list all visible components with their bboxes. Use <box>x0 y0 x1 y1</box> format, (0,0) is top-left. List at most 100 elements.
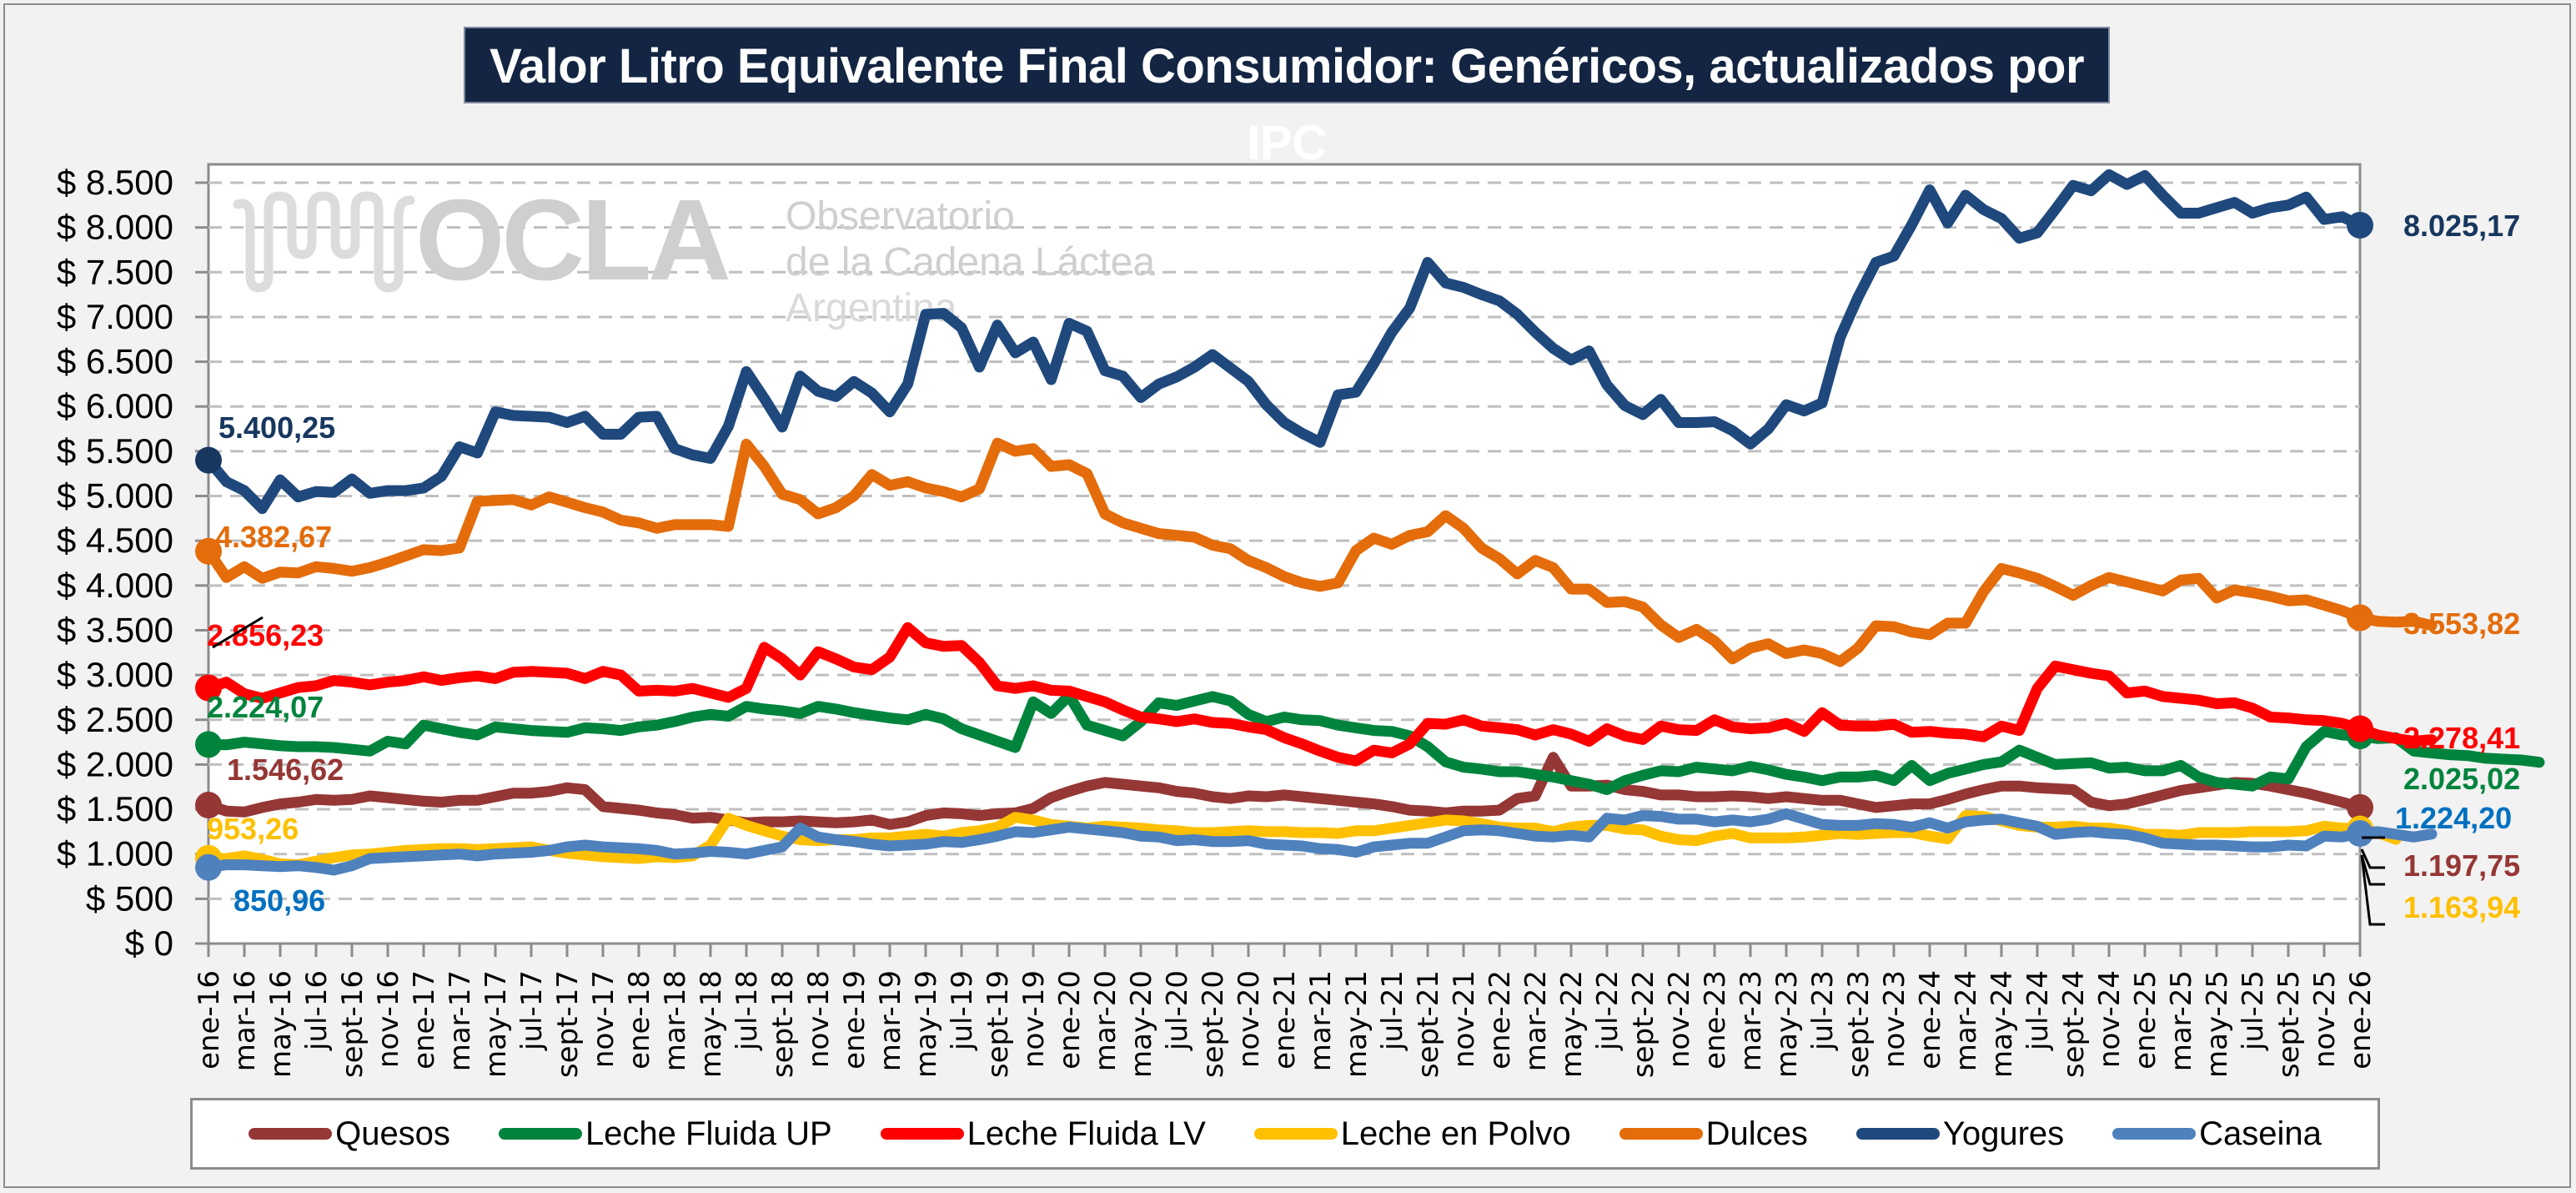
legend-swatch <box>880 1128 964 1140</box>
legend-swatch <box>1619 1128 1703 1140</box>
x-tick-label: mar-17 <box>444 970 477 1071</box>
x-tick-label: jul-18 <box>731 970 764 1051</box>
label-leader-line <box>2360 854 2385 886</box>
y-tick-label: $ 7.500 <box>57 252 173 291</box>
y-tick-label: $ 2.000 <box>57 744 173 783</box>
ocla-logo-icon <box>233 191 415 293</box>
legend: Quesos Leche Fluida UP Leche Fluida LV Lech… <box>190 1098 2380 1170</box>
y-tick-label: $ 7.000 <box>57 297 173 336</box>
data-label-first-quesos: 1.546,62 <box>227 753 344 787</box>
x-tick-label: nov-23 <box>1878 970 1911 1068</box>
data-label-last-leche-fluida-lv: 2.278,41 <box>2403 721 2520 755</box>
x-tick-label: mar-25 <box>2165 970 2198 1071</box>
y-axis: $ 0 $ 500 $ 1.000 $ 1.500 $ 2.000 $ 2.500 $ 3.… <box>57 163 208 963</box>
marker-last-yogures <box>2347 211 2373 239</box>
y-tick-label: $ 5.500 <box>57 431 173 471</box>
x-tick-label: may-24 <box>1986 970 2019 1078</box>
x-tick-label: mar-20 <box>1089 970 1122 1071</box>
x-tick-label: ene-17 <box>408 970 441 1070</box>
x-tick-label: ene-18 <box>623 970 656 1070</box>
plot-area <box>207 163 2362 945</box>
x-tick-label: jul-16 <box>300 970 334 1051</box>
y-tick-label: $ 1.000 <box>57 834 173 873</box>
legend-item-leche-fluida-lv: Leche Fluida LV <box>880 1115 1206 1153</box>
marker-last-dulces <box>2347 604 2373 632</box>
y-tick-label: $ 6.000 <box>57 386 173 425</box>
x-tick-label: sept-18 <box>766 970 800 1078</box>
x-tick-label: mar-21 <box>1304 970 1338 1071</box>
x-tick-label: may-16 <box>264 970 298 1078</box>
x-tick-label: mar-16 <box>228 970 262 1071</box>
x-tick-label: nov-21 <box>1448 970 1481 1068</box>
x-tick-label: jul-19 <box>946 970 979 1051</box>
x-tick-label: ene-26 <box>2344 970 2378 1070</box>
series-line-caseina <box>203 808 2438 876</box>
legend-item-dulces: Dulces <box>1619 1115 1808 1153</box>
x-tick-label: ene-25 <box>2129 970 2162 1070</box>
series-line-leche-fluida-up <box>203 690 2545 795</box>
x-tick-label: ene-20 <box>1053 970 1087 1070</box>
x-tick-label: may-23 <box>1770 970 1804 1078</box>
x-tick-label: nov-22 <box>1663 970 1696 1068</box>
legend-item-quesos: Quesos <box>249 1115 450 1153</box>
marker-last-leche-fluida-lv <box>2347 715 2373 742</box>
data-label-last-quesos: 1.197,75 <box>2403 848 2520 883</box>
x-tick-label: jul-21 <box>1376 970 1409 1051</box>
legend-swatch <box>1855 1128 1940 1140</box>
x-tick-label: jul-25 <box>2237 970 2270 1051</box>
x-tick-label: nov-17 <box>587 970 620 1068</box>
data-label-first-yogures: 5.400,25 <box>218 410 335 445</box>
x-tick-label: nov-19 <box>1017 970 1051 1068</box>
x-tick-label: ene-19 <box>838 970 871 1070</box>
marker-first-leche-fluida-lv <box>195 674 222 702</box>
x-tick-label: jul-20 <box>1161 970 1194 1051</box>
data-label-first-leche-fluida-up: 2.224,07 <box>207 690 324 724</box>
x-tick-label: nov-18 <box>802 970 836 1068</box>
chart-title: Valor Litro Equivalente Final Consumidor… <box>464 27 2110 170</box>
x-tick-label: ene-23 <box>1699 970 1732 1070</box>
data-label-last-leche-en-polvo: 1.163,94 <box>2403 890 2520 924</box>
data-label-first-leche-fluida-lv: 2.856,23 <box>207 618 324 652</box>
x-tick-label: sept-24 <box>2057 970 2091 1078</box>
x-tick-label: sept-17 <box>551 970 585 1078</box>
legend-label: Leche Fluida UP <box>585 1115 832 1152</box>
marker-first-leche-fluida-up <box>195 731 222 758</box>
x-tick-label: mar-24 <box>1950 970 1983 1071</box>
y-tick-label: $ 1.500 <box>57 789 173 828</box>
legend-label: Yogures <box>1942 1115 2065 1152</box>
watermark-line3: Argentina <box>786 286 957 330</box>
x-tick-label: mar-18 <box>659 970 692 1071</box>
data-label-last-leche-fluida-up: 2.025,02 <box>2403 762 2520 796</box>
y-tick-label: $ 0 <box>125 924 173 963</box>
legend-swatch <box>498 1128 582 1140</box>
x-tick-label: may-21 <box>1340 970 1373 1078</box>
y-tick-label: $ 3.000 <box>57 655 173 694</box>
data-label-first-caseina: 850,96 <box>233 883 325 918</box>
ocla-watermark: OCLA Observatorio de la Cadena Láctea Ar… <box>233 176 1155 330</box>
watermark-line1: Observatorio <box>786 194 1015 239</box>
x-tick-label: mar-23 <box>1735 970 1768 1071</box>
legend-label: Leche Fluida LV <box>967 1115 1206 1152</box>
y-tick-label: $ 8.500 <box>57 163 173 202</box>
legend-item-leche-en-polvo: Leche en Polvo <box>1253 1115 1571 1153</box>
data-label-last-yogures: 8.025,17 <box>2403 209 2520 243</box>
legend-item-leche-fluida-up: Leche Fluida UP <box>498 1115 832 1153</box>
x-tick-label: jul-22 <box>1591 970 1624 1051</box>
x-tick-label: sept-25 <box>2272 970 2306 1078</box>
x-tick-label: jul-17 <box>515 970 549 1051</box>
watermark-logo-text: OCLA <box>415 176 729 305</box>
legend-label: Caseina <box>2199 1115 2322 1152</box>
y-tick-label: $ 8.000 <box>57 208 173 247</box>
legend-label: Dulces <box>1705 1115 1808 1152</box>
watermark-line2: de la Cadena Láctea <box>786 240 1155 284</box>
y-tick-label: $ 5.000 <box>57 476 173 516</box>
data-labels: 5.400,25 8.025,17 4.382,67 3.553,82 2.856,23… <box>207 209 2520 926</box>
y-tick-label: $ 4.000 <box>57 566 173 605</box>
x-tick-label: nov-20 <box>1233 970 1266 1068</box>
y-tick-label: $ 500 <box>86 878 173 918</box>
x-tick-label: mar-22 <box>1519 970 1553 1071</box>
x-tick-label: may-22 <box>1555 970 1589 1078</box>
series-lines <box>195 169 2545 881</box>
x-tick-label: nov-24 <box>2093 970 2127 1068</box>
